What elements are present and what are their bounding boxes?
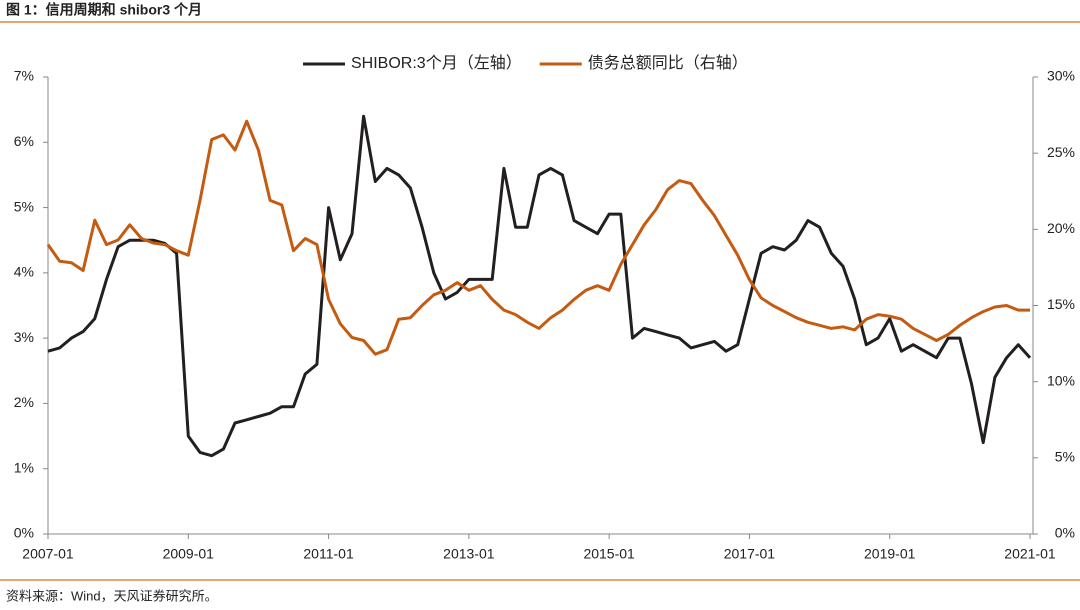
y-tick-label: 1% bbox=[14, 459, 34, 475]
x-tick-label: 2011-01 bbox=[303, 546, 354, 562]
y2-tick-label: 5% bbox=[1055, 449, 1075, 465]
y-tick-label: 5% bbox=[14, 198, 34, 214]
y2-tick-label: 10% bbox=[1047, 372, 1075, 388]
y-tick-label: 3% bbox=[14, 329, 34, 345]
y2-tick-label: 15% bbox=[1047, 296, 1075, 312]
legend-label: SHIBOR:3个月（左轴） bbox=[351, 54, 522, 72]
legend-label: 债务总额同比（右轴） bbox=[588, 54, 748, 72]
series-line bbox=[46, 119, 1030, 356]
y-tick-label: 7% bbox=[14, 68, 34, 84]
y2-tick-label: 0% bbox=[1055, 525, 1075, 541]
x-tick-label: 2009-01 bbox=[163, 546, 215, 562]
x-tick-label: 2013-01 bbox=[443, 546, 495, 562]
x-tick-label: 2015-01 bbox=[583, 546, 635, 562]
y2-tick-label: 20% bbox=[1047, 220, 1075, 236]
y2-tick-label: 25% bbox=[1047, 144, 1075, 160]
y2-tick-label: 30% bbox=[1047, 68, 1075, 84]
source-note: 资料来源：Wind，天风证券研究所。 bbox=[6, 588, 218, 603]
chart-title: 图 1：信用周期和 shibor3 个月 bbox=[6, 2, 202, 18]
x-tick-label: 2021-01 bbox=[1004, 546, 1056, 562]
y-tick-label: 0% bbox=[14, 525, 34, 541]
x-tick-label: 2007-01 bbox=[22, 546, 74, 562]
x-tick-label: 2019-01 bbox=[864, 546, 916, 562]
y-tick-label: 2% bbox=[14, 394, 34, 410]
y-tick-label: 6% bbox=[14, 133, 34, 149]
series-line bbox=[47, 114, 1032, 458]
y-tick-label: 4% bbox=[14, 264, 34, 280]
x-tick-label: 2017-01 bbox=[724, 546, 776, 562]
